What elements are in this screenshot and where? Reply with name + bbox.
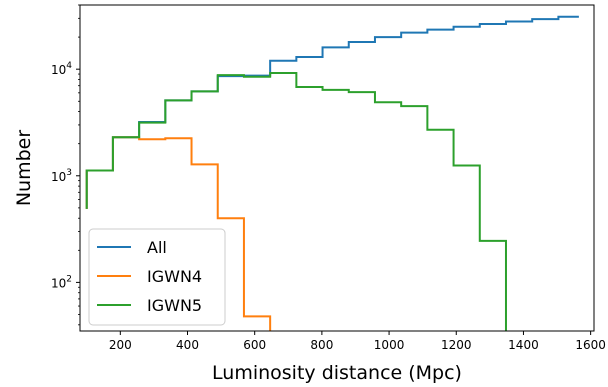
x-tick-label: 1200 <box>441 338 472 352</box>
legend-box <box>88 228 226 326</box>
series-line-igwn5 <box>85 72 507 331</box>
x-tick-label: 200 <box>109 338 132 352</box>
x-tick-label: 1000 <box>374 338 405 352</box>
y-axis-label: Number <box>13 130 35 207</box>
x-axis-label: Luminosity distance (Mpc) <box>212 362 462 384</box>
y-tick-label: 102 <box>51 274 72 290</box>
y-tick-label: 104 <box>51 61 72 77</box>
x-tick-label: 1400 <box>508 338 539 352</box>
y-axis: 102 103 104 <box>51 4 80 326</box>
x-tick-label: 400 <box>176 338 199 352</box>
legend: All IGWN4 IGWN5 <box>88 228 226 326</box>
x-tick-label: 600 <box>243 338 266 352</box>
legend-label-igwn5: IGWN5 <box>147 296 202 315</box>
x-tick-label: 1600 <box>575 338 606 352</box>
legend-label-all: All <box>147 238 167 257</box>
series-layer <box>85 15 579 331</box>
legend-label-igwn4: IGWN4 <box>147 267 202 286</box>
x-tick-label: 800 <box>310 338 333 352</box>
x-axis: 200 400 600 800 1000 1200 1400 1600 <box>109 331 606 352</box>
y-tick-label: 103 <box>51 168 72 184</box>
plot-frame <box>79 4 595 332</box>
series-line-igwn4 <box>85 136 272 331</box>
